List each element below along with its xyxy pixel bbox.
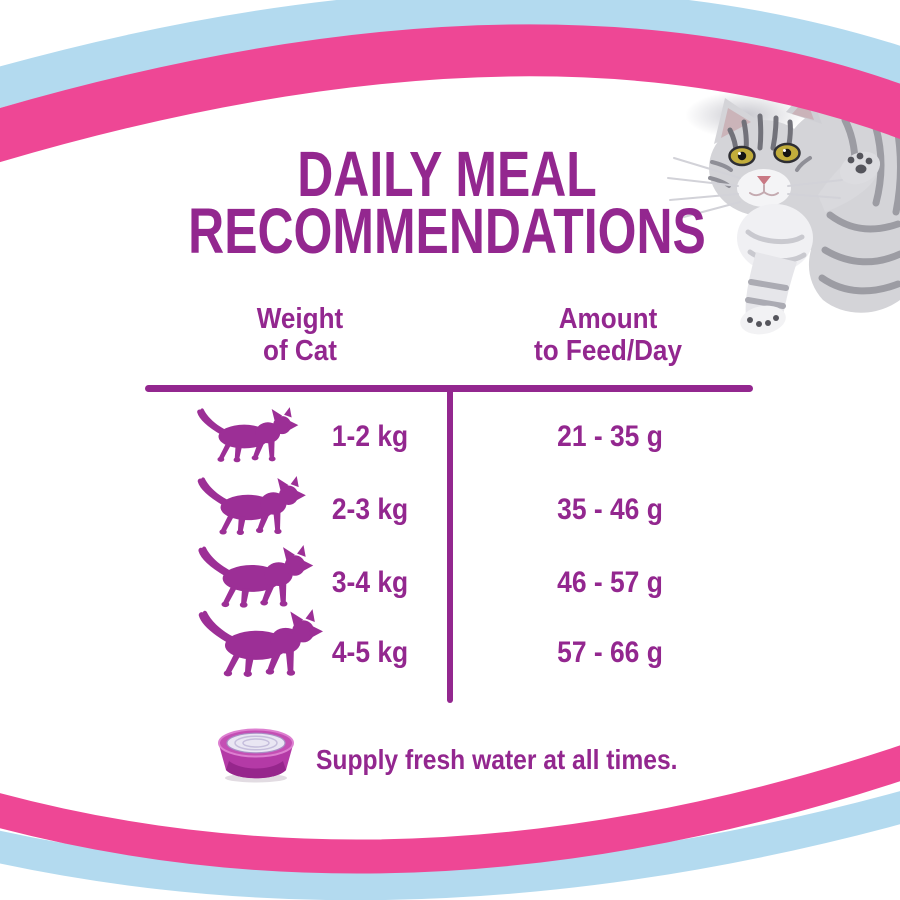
weight-value: 4-5 kg <box>331 636 409 669</box>
whiskers <box>667 157 843 219</box>
weight-header-line1: Weight <box>256 303 344 335</box>
column-header-amount: Amount to Feed/Day <box>464 303 752 367</box>
table-column-divider <box>447 387 453 703</box>
amount-value: 46 - 57 g <box>557 566 663 599</box>
water-note: Supply fresh water at all times. <box>316 744 678 775</box>
weight-value: 2-3 kg <box>331 493 409 526</box>
weight-header-line2: of Cat <box>263 335 337 367</box>
amount-value: 35 - 46 g <box>557 493 663 526</box>
front-leg <box>745 252 797 324</box>
amount-header-line1: Amount <box>558 303 658 335</box>
table-row: 2-3 kg 35 - 46 g <box>150 473 770 547</box>
amount-value: 57 - 66 g <box>557 636 663 669</box>
title-line-2: RECOMMENDATIONS <box>188 195 706 267</box>
weight-value: 3-4 kg <box>331 566 409 599</box>
table-row: 1-2 kg 21 - 35 g <box>150 400 770 474</box>
amount-header-line2: to Feed/Day <box>534 335 682 367</box>
raised-paw <box>818 155 878 212</box>
table-row: 4-5 kg 57 - 66 g <box>150 616 770 690</box>
cat-head <box>709 120 817 216</box>
cat-silhouette-icon <box>190 545 320 614</box>
top-pink-band <box>0 24 900 163</box>
cat-silhouette-icon <box>190 609 330 684</box>
cat-nose <box>757 176 771 185</box>
cat-silhouette-icon <box>190 407 304 468</box>
weight-value: 1-2 kg <box>331 420 409 453</box>
cat-eyes <box>728 142 801 167</box>
cat-shadow <box>685 91 805 139</box>
water-bowl-icon <box>218 728 294 783</box>
amount-value: 21 - 35 g <box>557 420 663 453</box>
title-line-1: DAILY MEAL <box>297 138 597 210</box>
table-top-rule <box>145 385 753 392</box>
cat-silhouette-icon <box>190 476 312 541</box>
top-blue-band <box>0 0 900 108</box>
column-header-weight: Weight of Cat <box>156 303 444 367</box>
bottom-pink-band <box>0 745 900 874</box>
page-title: DAILY MEAL RECOMMENDATIONS <box>98 138 795 267</box>
bottom-blue-band <box>0 791 900 900</box>
table-row: 3-4 kg 46 - 57 g <box>150 546 770 620</box>
